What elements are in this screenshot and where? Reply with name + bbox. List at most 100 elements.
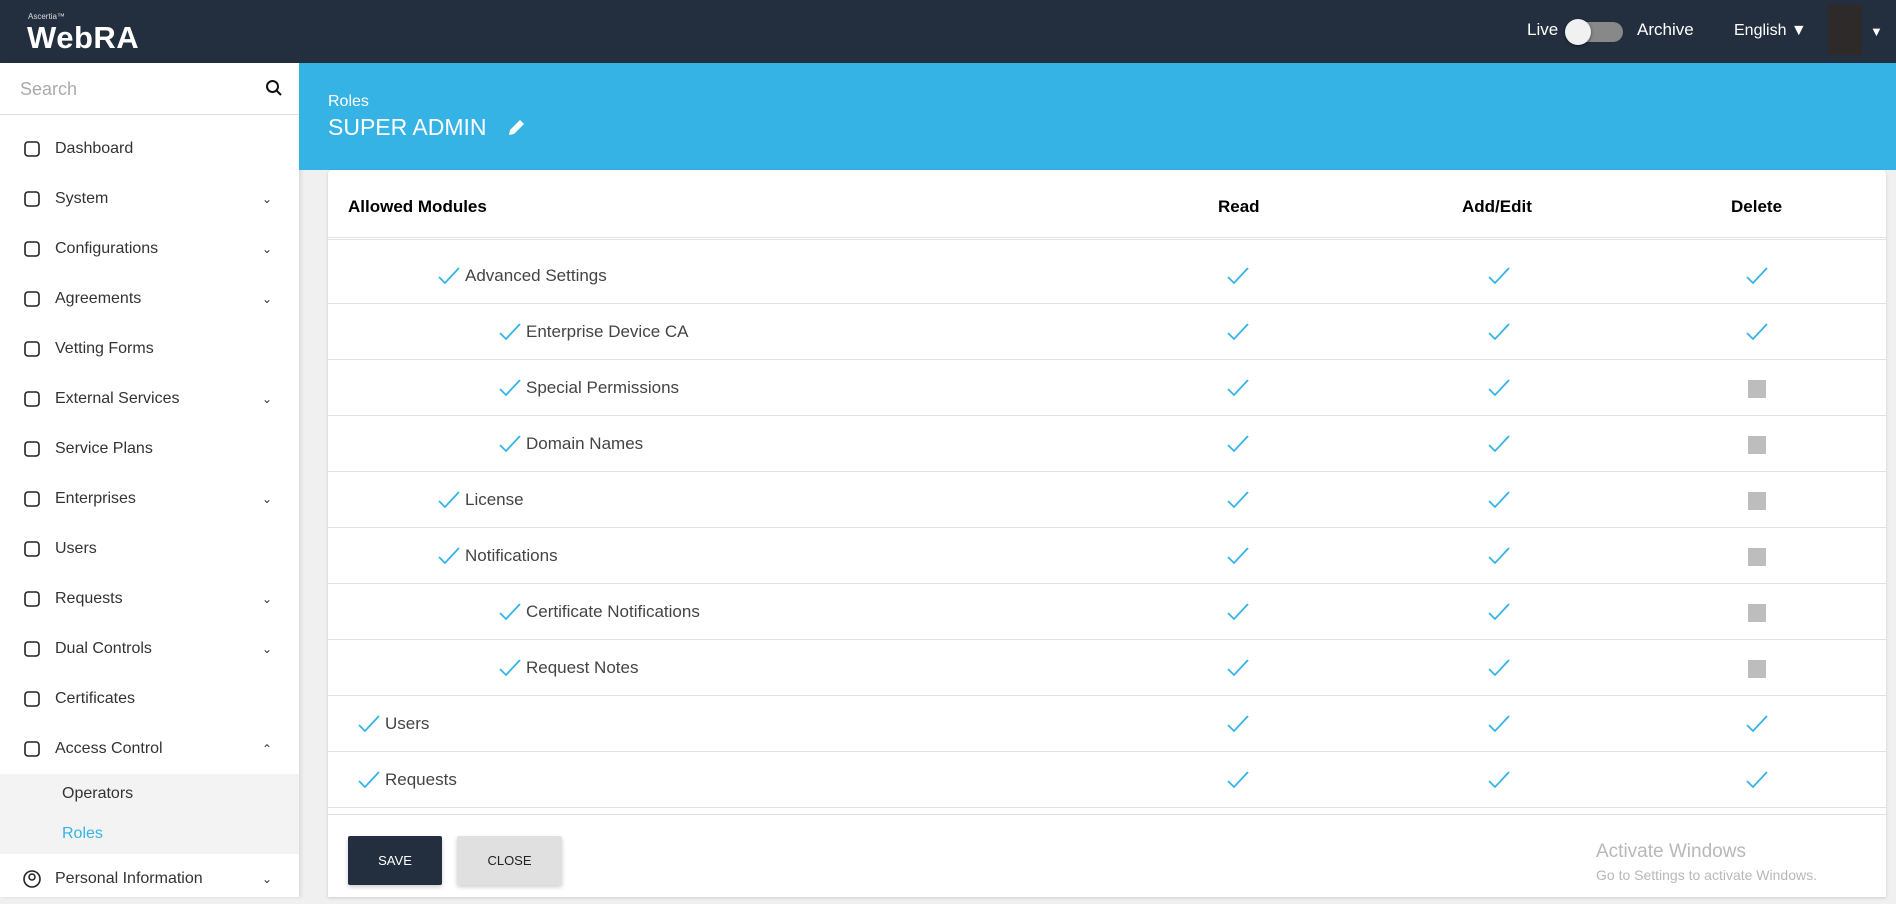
table-row: Users: [328, 696, 1886, 752]
sidebar-item-personal-information[interactable]: Personal Information ⌄: [0, 854, 299, 904]
sidebar-item-label: Configurations: [55, 240, 159, 257]
add-edit-check-icon[interactable]: [1488, 267, 1510, 285]
table-row: Domain Names: [328, 416, 1886, 472]
read-check-icon[interactable]: [1227, 491, 1249, 509]
close-button[interactable]: CLOSE: [457, 836, 562, 885]
add-edit-check-icon[interactable]: [1488, 715, 1510, 733]
sidebar-item-configurations[interactable]: Configurations ⌄: [0, 224, 299, 274]
add-edit-check-icon[interactable]: [1488, 547, 1510, 565]
module-label: Enterprise Device CA: [526, 322, 689, 341]
user-menu-caret-icon[interactable]: ▼: [1870, 24, 1883, 39]
request-icon: [22, 589, 42, 609]
module-check-icon[interactable]: [499, 603, 521, 621]
add-edit-check-icon[interactable]: [1488, 603, 1510, 621]
save-button[interactable]: SAVE: [348, 836, 442, 885]
sidebar-item-dashboard[interactable]: Dashboard: [0, 124, 299, 174]
chevron-icon: ⌃: [262, 742, 273, 756]
search-icon[interactable]: [265, 79, 283, 97]
sidebar-subitem-roles[interactable]: Roles: [0, 814, 299, 854]
sidebar-item-requests[interactable]: Requests ⌄: [0, 574, 299, 624]
sidebar-item-users[interactable]: Users: [0, 524, 299, 574]
module-check-icon[interactable]: [438, 547, 460, 565]
card-footer: SAVE CLOSE: [328, 814, 1886, 885]
read-check-icon[interactable]: [1227, 659, 1249, 677]
module-check-icon[interactable]: [438, 267, 460, 285]
module-check-icon[interactable]: [358, 715, 380, 733]
lock-icon: [22, 739, 42, 759]
certificate-icon: [22, 689, 42, 709]
sidebar-item-label: Service Plans: [55, 440, 153, 457]
dual-control-icon: [22, 639, 42, 659]
sidebar-item-label: Enterprises: [55, 490, 136, 507]
header-delete: Delete: [1731, 197, 1783, 216]
chevron-icon: ⌄: [262, 872, 273, 886]
table-row: License: [328, 472, 1886, 528]
link-icon: [22, 389, 42, 409]
live-archive-toggle[interactable]: [1565, 19, 1623, 45]
sidebar-item-certificates[interactable]: Certificates: [0, 674, 299, 724]
add-edit-check-icon[interactable]: [1488, 379, 1510, 397]
toggle-knob: [1565, 19, 1591, 45]
user-circle-icon: [22, 869, 42, 889]
delete-check-icon[interactable]: [1746, 715, 1768, 733]
add-edit-check-icon[interactable]: [1488, 491, 1510, 509]
delete-disabled-checkbox: [1748, 604, 1766, 622]
module-label: Domain Names: [526, 434, 644, 453]
read-check-icon[interactable]: [1227, 547, 1249, 565]
chevron-icon: ⌄: [262, 392, 273, 406]
sidebar-item-label: Requests: [55, 590, 123, 607]
sidebar-item-access-control[interactable]: Access Control ⌃: [0, 724, 299, 774]
edit-pencil-icon[interactable]: [507, 117, 527, 137]
module-check-icon[interactable]: [358, 771, 380, 789]
sidebar-item-vetting-forms[interactable]: Vetting Forms: [0, 324, 299, 374]
language-dropdown[interactable]: English ▼: [1734, 22, 1807, 39]
read-check-icon[interactable]: [1227, 715, 1249, 733]
top-bar: Ascertia™ WebRA Live Archive English ▼ ▼: [0, 0, 1896, 63]
read-check-icon[interactable]: [1227, 267, 1249, 285]
sidebar-item-label: Users: [55, 540, 97, 557]
gauge-icon: [22, 139, 42, 159]
avatar[interactable]: [1828, 5, 1862, 55]
module-label: Request Notes: [526, 658, 639, 677]
live-label: Live: [1527, 20, 1559, 39]
add-edit-check-icon[interactable]: [1488, 323, 1510, 341]
table-header: Allowed Modules Read Add/Edit Delete: [328, 170, 1886, 240]
logo[interactable]: WebRA: [27, 20, 140, 55]
sidebar-item-dual-controls[interactable]: Dual Controls ⌄: [0, 624, 299, 674]
sidebar-item-label: External Services: [55, 390, 180, 407]
sidebar-item-label: System: [55, 190, 109, 207]
read-check-icon[interactable]: [1227, 379, 1249, 397]
sidebar-subitem-operators[interactable]: Operators: [0, 774, 299, 814]
module-check-icon[interactable]: [499, 379, 521, 397]
sidebar-item-service-plans[interactable]: Service Plans: [0, 424, 299, 474]
module-check-icon[interactable]: [499, 659, 521, 677]
search-input[interactable]: [20, 75, 260, 103]
delete-disabled-checkbox: [1748, 492, 1766, 510]
delete-check-icon[interactable]: [1746, 323, 1768, 341]
read-check-icon[interactable]: [1227, 603, 1249, 621]
breadcrumb[interactable]: Roles: [328, 93, 369, 110]
delete-check-icon[interactable]: [1746, 267, 1768, 285]
table-row: Certificate Notifications: [328, 584, 1886, 640]
table-row: Enterprise Device CA: [328, 304, 1886, 360]
brand-small: Ascertia™: [28, 12, 65, 21]
sidebar-item-label: Dual Controls: [55, 640, 152, 657]
table-row: Advanced Settings: [328, 248, 1886, 304]
add-edit-check-icon[interactable]: [1488, 771, 1510, 789]
chevron-icon: ⌄: [262, 292, 273, 306]
read-check-icon[interactable]: [1227, 323, 1249, 341]
add-edit-check-icon[interactable]: [1488, 659, 1510, 677]
module-check-icon[interactable]: [499, 435, 521, 453]
plan-icon: [22, 439, 42, 459]
document-search-icon: [22, 339, 42, 359]
delete-check-icon[interactable]: [1746, 771, 1768, 789]
module-check-icon[interactable]: [499, 323, 521, 341]
module-check-icon[interactable]: [438, 491, 460, 509]
read-check-icon[interactable]: [1227, 435, 1249, 453]
read-check-icon[interactable]: [1227, 771, 1249, 789]
sidebar-item-enterprises[interactable]: Enterprises ⌄: [0, 474, 299, 524]
sidebar-item-system[interactable]: System ⌄: [0, 174, 299, 224]
add-edit-check-icon[interactable]: [1488, 435, 1510, 453]
sidebar-item-external-services[interactable]: External Services ⌄: [0, 374, 299, 424]
sidebar-item-agreements[interactable]: Agreements ⌄: [0, 274, 299, 324]
